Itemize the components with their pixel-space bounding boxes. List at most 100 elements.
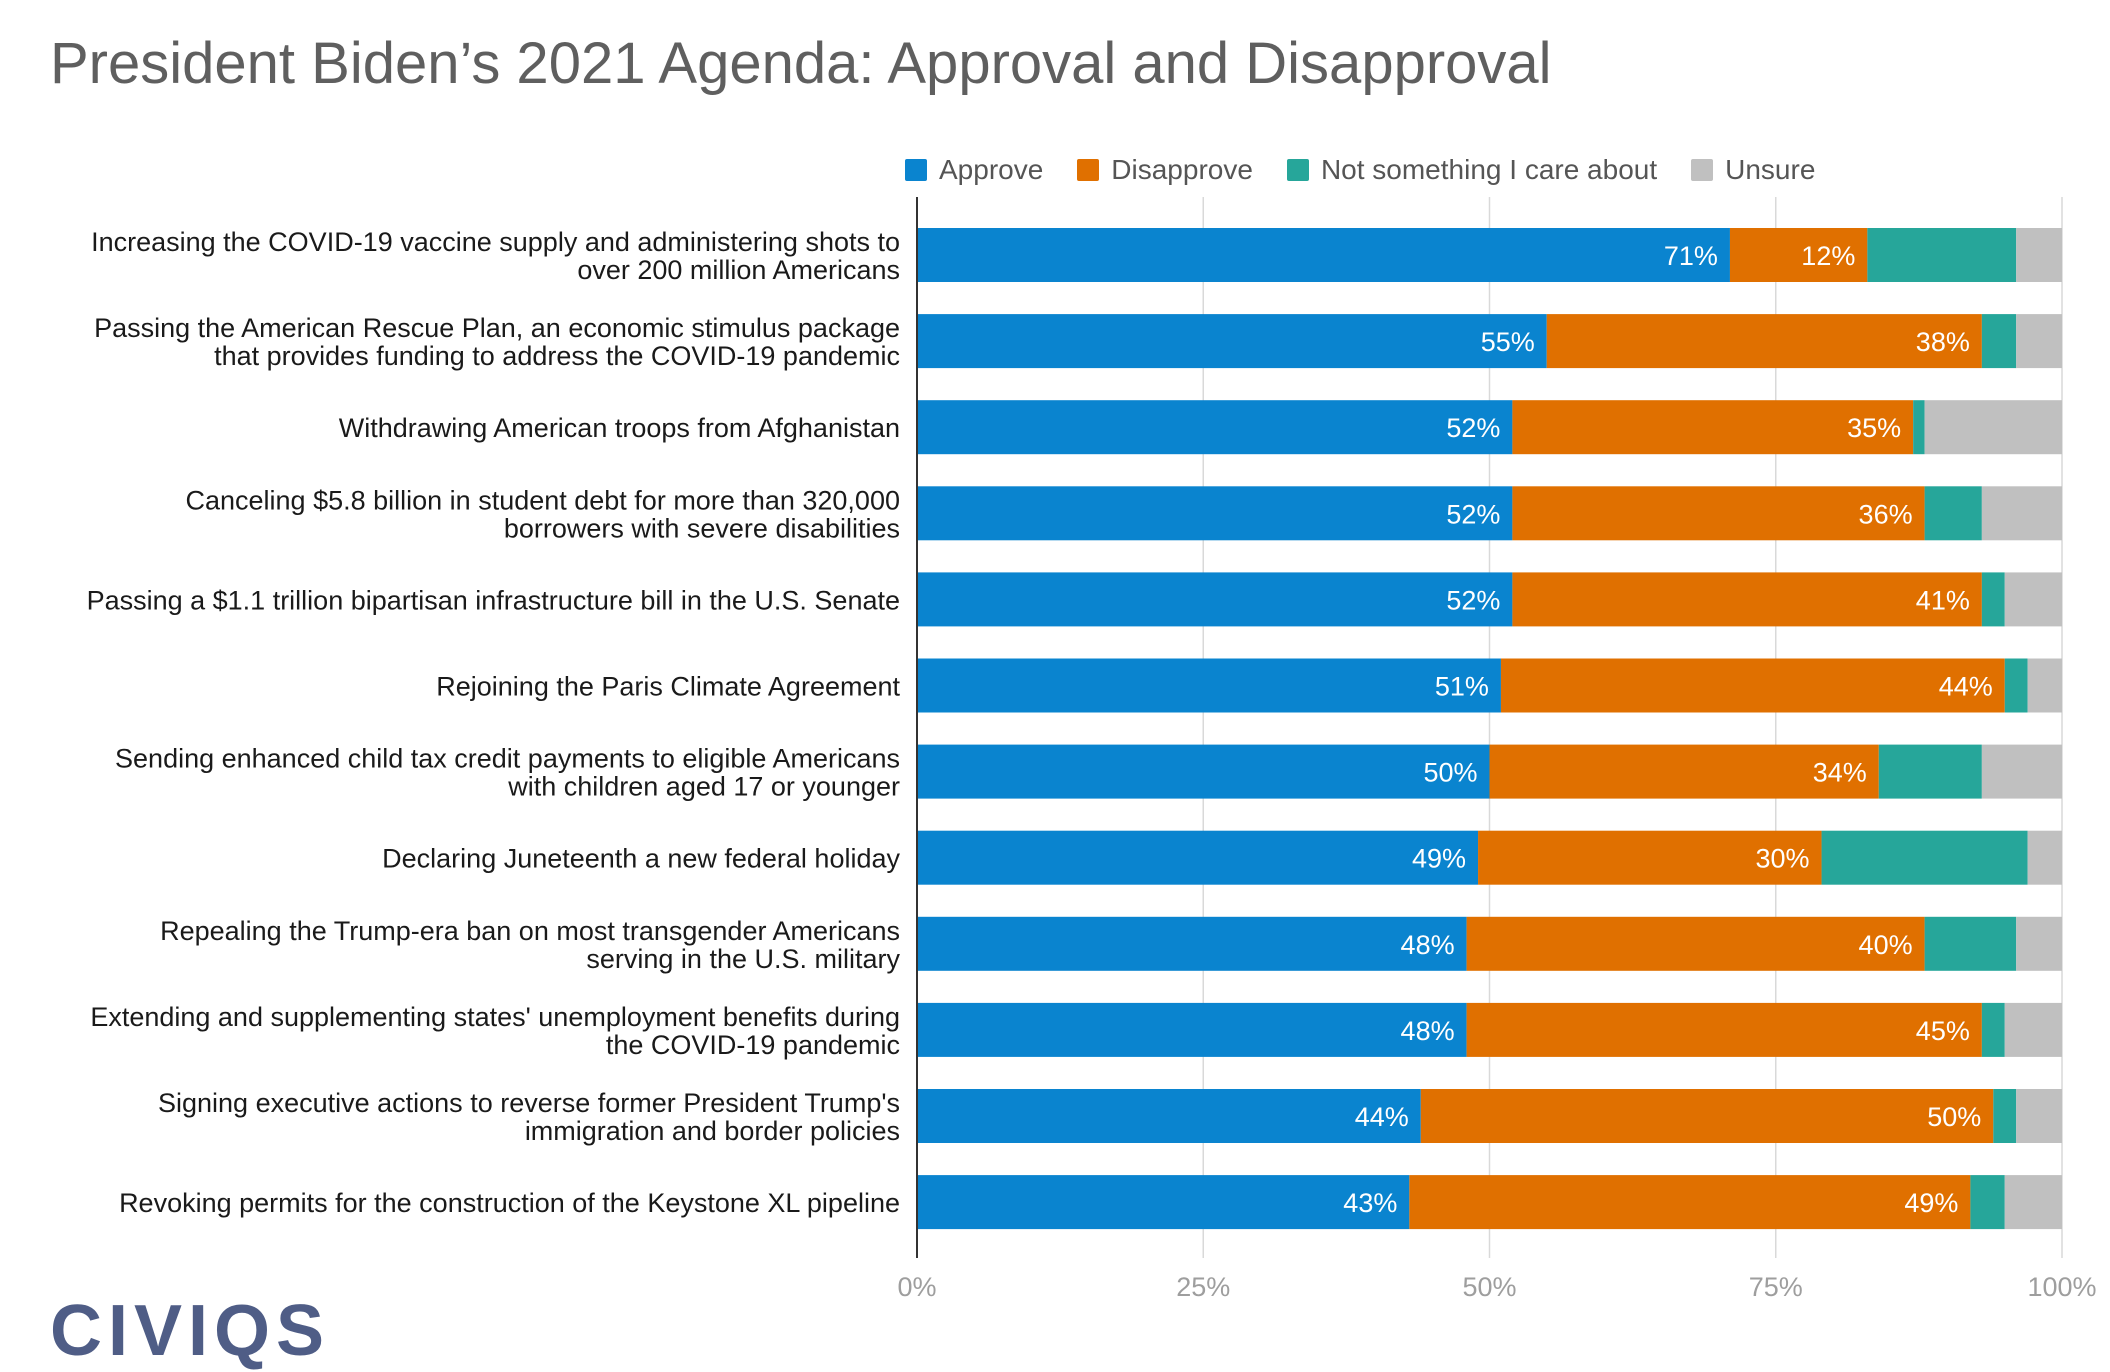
legend-item-not-care: Not something I care about [1286, 154, 1658, 186]
bar-unsure-10 [2016, 1089, 2062, 1143]
bar-approve-3 [917, 486, 1513, 541]
bar-disapprove-3 [1512, 486, 1925, 541]
category-label-11: Revoking permits for the construction of… [119, 1188, 900, 1218]
bar-not-something-i-care-about-5 [2004, 658, 2028, 713]
legend-label-disapprove: Disapprove [1111, 154, 1253, 185]
category-label-line: Sending enhanced child tax credit paymen… [115, 744, 900, 774]
category-label-4: Passing a $1.1 trillion bipartisan infra… [87, 585, 900, 615]
data-label-disapprove-5: 44% [1939, 672, 1993, 702]
data-label-approve-6: 50% [1423, 758, 1477, 788]
data-label-disapprove-6: 34% [1813, 758, 1867, 788]
bar-disapprove-7 [1478, 830, 1822, 885]
data-label-disapprove-2: 35% [1847, 413, 1901, 443]
category-label-line: Extending and supplementing states' unem… [90, 1002, 900, 1032]
bar-approve-0 [917, 228, 1730, 282]
data-label-approve-9: 48% [1401, 1016, 1455, 1046]
legend-item-approve: Approve [905, 154, 1043, 186]
data-label-disapprove-7: 30% [1756, 844, 1810, 874]
category-label-line: the COVID-19 pandemic [606, 1030, 900, 1060]
category-label-3: Canceling $5.8 billion in student debt f… [186, 485, 901, 543]
data-label-disapprove-11: 49% [1904, 1188, 1958, 1218]
bar-not-something-i-care-about-6 [1878, 744, 1982, 799]
bar-not-something-i-care-about-10 [1993, 1089, 2017, 1143]
legend-item-unsure: Unsure [1691, 154, 1815, 186]
bar-disapprove-9 [1466, 1002, 1982, 1057]
bar-disapprove-2 [1512, 400, 1914, 455]
bar-unsure-4 [2004, 572, 2062, 627]
data-label-disapprove-0: 12% [1801, 241, 1855, 271]
x-tick-label-4: 100% [2027, 1272, 2096, 1302]
data-label-approve-2: 52% [1446, 413, 1500, 443]
civiqs-logo: CIVIQS [50, 1291, 331, 1371]
bar-disapprove-0 [1729, 228, 1868, 282]
x-tick-label-1: 25% [1176, 1272, 1230, 1302]
data-label-approve-10: 44% [1355, 1102, 1409, 1132]
bar-not-something-i-care-about-3 [1924, 486, 1982, 541]
category-label-line: Signing executive actions to reverse for… [158, 1088, 900, 1118]
category-label-2: Withdrawing American troops from Afghani… [339, 413, 900, 443]
bar-unsure-11 [2004, 1175, 2062, 1230]
bar-approve-2 [917, 400, 1513, 455]
category-label-1: Passing the American Rescue Plan, an eco… [94, 313, 900, 371]
category-label-line: Passing the American Rescue Plan, an eco… [94, 313, 900, 343]
data-label-approve-5: 51% [1435, 672, 1489, 702]
bar-unsure-0 [2016, 228, 2062, 282]
bar-unsure-5 [2027, 658, 2062, 713]
bar-unsure-6 [1981, 744, 2062, 799]
bar-not-something-i-care-about-8 [1924, 916, 2017, 971]
category-label-line: Repealing the Trump-era ban on most tran… [160, 916, 900, 946]
bar-disapprove-11 [1409, 1175, 1971, 1230]
x-tick-label-0: 0% [897, 1272, 936, 1302]
bar-not-something-i-care-about-11 [1970, 1175, 2005, 1230]
category-label-9: Extending and supplementing states' unem… [90, 1002, 900, 1060]
data-label-disapprove-8: 40% [1859, 930, 1913, 960]
legend-swatch-unsure [1691, 159, 1714, 181]
category-label-line: serving in the U.S. military [586, 944, 900, 974]
bar-disapprove-5 [1500, 658, 2005, 713]
data-label-disapprove-3: 36% [1859, 499, 1913, 529]
bar-not-something-i-care-about-9 [1981, 1002, 2005, 1057]
data-label-approve-1: 55% [1481, 327, 1535, 357]
legend-label-not-care: Not something I care about [1320, 154, 1658, 185]
data-label-approve-11: 43% [1343, 1188, 1397, 1218]
bar-disapprove-10 [1420, 1089, 1994, 1143]
data-label-approve-7: 49% [1412, 844, 1466, 874]
category-label-line: Increasing the COVID-19 vaccine supply a… [91, 227, 900, 257]
legend-swatch-disapprove [1077, 159, 1100, 181]
legend: Approve Disapprove Not something I care … [905, 150, 1815, 190]
bar-approve-10 [917, 1089, 1421, 1143]
category-label-10: Signing executive actions to reverse for… [158, 1088, 900, 1146]
chart-title: President Biden’s 2021 Agenda: Approval … [50, 31, 1552, 96]
data-label-disapprove-9: 45% [1916, 1016, 1970, 1046]
category-label-line: Canceling $5.8 billion in student debt f… [186, 485, 901, 515]
bar-approve-7 [917, 830, 1479, 885]
data-label-approve-3: 52% [1446, 499, 1500, 529]
category-label-line: over 200 million Americans [577, 255, 900, 285]
category-label-0: Increasing the COVID-19 vaccine supply a… [91, 227, 900, 285]
legend-swatch-not-care [1286, 159, 1309, 181]
category-label-line: with children aged 17 or younger [507, 772, 900, 802]
bar-approve-11 [917, 1175, 1410, 1230]
bar-approve-4 [917, 572, 1513, 627]
bar-not-something-i-care-about-0 [1867, 228, 2017, 282]
bar-not-something-i-care-about-4 [1981, 572, 2005, 627]
bar-unsure-1 [2016, 314, 2062, 369]
bar-unsure-9 [2004, 1002, 2062, 1057]
bar-not-something-i-care-about-1 [1981, 314, 2017, 369]
bar-unsure-8 [2016, 916, 2062, 971]
bar-disapprove-8 [1466, 916, 1925, 971]
bar-approve-5 [917, 658, 1501, 713]
x-tick-label-2: 50% [1462, 1272, 1516, 1302]
category-label-line: immigration and border policies [525, 1116, 900, 1146]
bar-unsure-2 [1924, 400, 2062, 455]
data-label-approve-0: 71% [1664, 241, 1718, 271]
data-label-disapprove-10: 50% [1927, 1102, 1981, 1132]
category-label-line: borrowers with severe disabilities [504, 513, 900, 543]
category-label-6: Sending enhanced child tax credit paymen… [115, 744, 900, 802]
x-tick-label-3: 75% [1749, 1272, 1803, 1302]
category-label-line: that provides funding to address the COV… [214, 341, 900, 371]
data-label-disapprove-1: 38% [1916, 327, 1970, 357]
legend-label-approve: Approve [939, 154, 1044, 185]
bar-approve-8 [917, 916, 1467, 971]
